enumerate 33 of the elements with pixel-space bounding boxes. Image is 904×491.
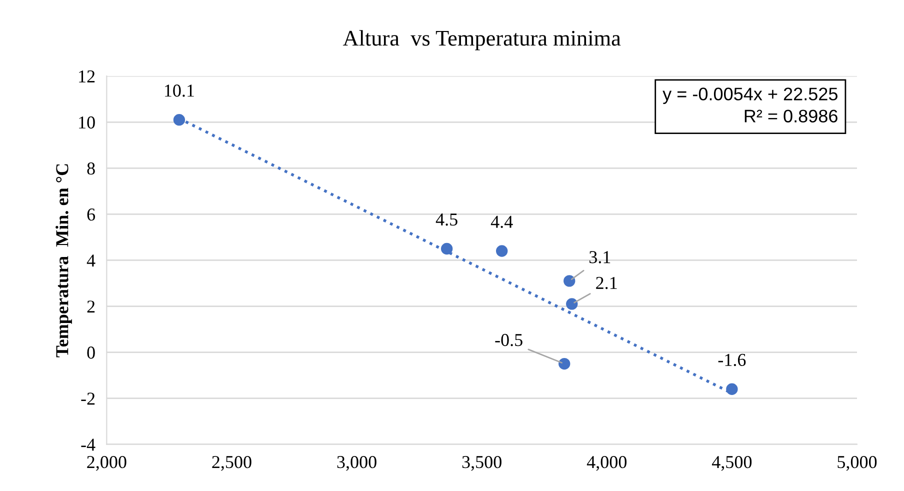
- point: [173, 114, 186, 126]
- y-tick-label: 6: [87, 208, 96, 221]
- annotation: y = -0.0054x + 22.525 R² = 0.8986: [662, 88, 838, 122]
- y-tick-label: 12: [79, 70, 95, 82]
- point: [564, 275, 576, 287]
- data-label: 2.1: [596, 276, 617, 290]
- data-label: 4.4: [490, 216, 513, 228]
- point: [566, 298, 578, 310]
- point: [726, 383, 738, 395]
- point: [558, 358, 570, 370]
- y-tick-label: -2: [81, 392, 95, 405]
- x-tick-label: 4,500: [712, 456, 752, 471]
- x-tick-label: 4,000: [586, 456, 627, 471]
- data-label: -1.6: [718, 354, 746, 366]
- y-tick-label: 10: [79, 116, 95, 129]
- y-tick-label: 4: [86, 254, 96, 266]
- data-label: 4.5: [436, 214, 458, 226]
- data-label: 10.1: [164, 84, 194, 97]
- y-tick-label: 8: [87, 162, 95, 175]
- x-tick-label: 2,500: [212, 456, 252, 471]
- y-axis-title: Temperatura Min. en °C: [56, 164, 72, 358]
- chart-title: Altura vs Temperatura minima: [342, 30, 621, 50]
- point: [496, 245, 508, 257]
- data-label: 3.1: [590, 251, 610, 264]
- x-tick-label: 5,000: [838, 456, 877, 471]
- y-tick-label: -4: [81, 438, 96, 451]
- x-tick-label: 3,000: [337, 456, 376, 471]
- point: [440, 242, 453, 255]
- y-tick-label: 2: [87, 300, 95, 313]
- y-tick-label: 0: [87, 346, 95, 359]
- x-tick-label: 3,500: [462, 456, 502, 471]
- data-label: -0.5: [495, 334, 522, 346]
- x-tick-label: 2,000: [87, 456, 126, 471]
